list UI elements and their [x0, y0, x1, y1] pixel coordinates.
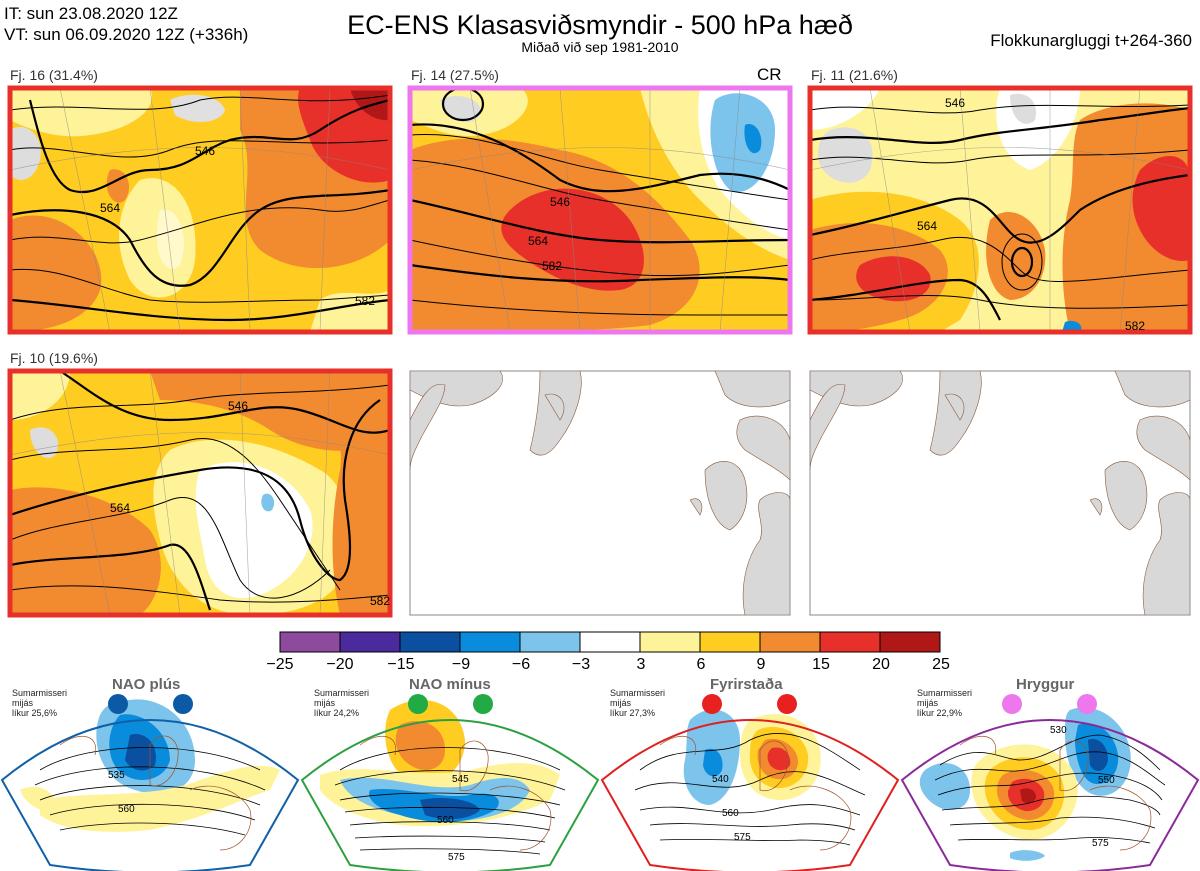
panel-4-label: Fj. 10 (19.6%)	[10, 350, 98, 366]
cluster-frame-16	[7, 85, 393, 335]
regime-marker	[1002, 694, 1022, 714]
empty-map-5	[409, 370, 791, 616]
regime-title: Fyrirstaða	[710, 676, 783, 693]
contour-label: 564	[917, 219, 937, 233]
regime-marker	[777, 694, 797, 714]
colorbar-swatch	[279, 631, 341, 653]
empty-map-6	[809, 370, 1191, 616]
regime-marker	[408, 694, 428, 714]
regime-contour-label: 560	[437, 815, 454, 826]
regime-contour-label: 545	[452, 774, 469, 785]
regime-contour-label: 540	[712, 774, 729, 785]
regime-contour-label: 575	[448, 852, 465, 863]
cluster-map-16: 546 564 582	[7, 85, 393, 335]
regime-contour-label: 530	[1050, 725, 1067, 736]
regime-title: Hryggur	[1016, 676, 1075, 693]
regime-map-nao-minus: 545 560 575	[300, 694, 600, 871]
cluster-map-11: 546 564 582	[807, 85, 1193, 335]
regime-note: Sumarmisseri mijás líkur 25,6%	[12, 688, 68, 718]
regime-marker	[473, 694, 493, 714]
regime-note: Sumarmisseri mijás líkur 24,2%	[314, 688, 370, 718]
colorbar-swatch	[519, 631, 581, 653]
contour-label: 564	[528, 234, 548, 248]
colorbar-swatch	[459, 631, 521, 653]
regime-frame	[0, 719, 300, 871]
regime-marker	[173, 694, 193, 714]
it-line: IT: sun 23.08.2020 12Z	[4, 4, 178, 23]
classification-window: Flokkunargluggi t+264-360	[990, 31, 1192, 50]
panel-2-tag: CR	[757, 65, 782, 84]
colorbar-tick: 9	[756, 656, 766, 673]
regime-contour-label: 550	[1098, 775, 1115, 786]
colorbar-swatch	[579, 631, 641, 653]
colorbar-tick: −6	[511, 656, 531, 673]
colorbar-tick: 3	[636, 656, 646, 673]
cluster-frame-14	[407, 85, 793, 335]
regime-title: NAO plús	[112, 676, 181, 693]
regime-marker	[1077, 694, 1097, 714]
contour-label: 546	[945, 96, 965, 110]
colorbar-tick: −15	[387, 656, 415, 673]
anomaly-colorbar	[279, 631, 941, 653]
regime-contour-label: 560	[722, 808, 739, 819]
regime-marker	[108, 694, 128, 714]
regime-contour-label: 560	[118, 804, 135, 815]
colorbar-swatch	[759, 631, 821, 653]
regime-contour-label: 575	[1092, 838, 1109, 849]
colorbar-swatch	[699, 631, 761, 653]
regime-contour-label: 575	[734, 832, 751, 843]
colorbar-swatch	[339, 631, 401, 653]
colorbar-tick: 6	[696, 656, 706, 673]
panel-2-label: Fj. 14 (27.5%)	[411, 67, 499, 83]
regime-note: Sumarmisseri mijás líkur 22,9%	[917, 688, 973, 718]
regime-frame	[600, 719, 900, 871]
colorbar-tick: 25	[932, 656, 950, 673]
contour-label: 564	[100, 201, 120, 215]
colorbar-tick: 15	[812, 656, 830, 673]
panel-1-label: Fj. 16 (31.4%)	[10, 67, 98, 83]
contour-label: 582	[542, 259, 562, 273]
regime-map-blocking: 540 560 575	[600, 694, 900, 871]
contour-label: 564	[110, 501, 130, 515]
contour-label: 546	[228, 399, 248, 413]
regime-note: Sumarmisseri mijás líkur 27,3%	[610, 688, 666, 718]
regime-contour-label: 535	[108, 770, 125, 781]
regime-marker	[702, 694, 722, 714]
vt-line: VT: sun 06.09.2020 12Z (+336h)	[4, 25, 249, 44]
page-subtitle: Miðað við sep 1981-2010	[521, 39, 679, 55]
colorbar-tick: −25	[266, 656, 294, 673]
regime-frame	[300, 719, 600, 871]
regime-map-nao-plus: 535 560	[0, 694, 300, 871]
cluster-frame-10	[7, 368, 393, 618]
cluster-map-10: 546 564 582	[7, 368, 393, 618]
regime-map-ridge: 530 550 575	[900, 694, 1200, 871]
colorbar-swatch	[879, 631, 941, 653]
contour-label: 546	[195, 144, 215, 158]
panel-3-label: Fj. 11 (21.6%)	[811, 67, 898, 83]
contour-label: 582	[370, 594, 390, 608]
colorbar-tick: 20	[872, 656, 890, 673]
cluster-frame-11	[807, 85, 1193, 335]
regime-frame	[900, 719, 1200, 871]
colorbar-tick: −20	[326, 656, 354, 673]
colorbar-tick: −3	[571, 656, 591, 673]
colorbar-swatch	[639, 631, 701, 653]
contour-label: 582	[355, 294, 375, 308]
contour-label: 582	[1125, 319, 1145, 333]
contour-label: 546	[550, 195, 570, 209]
cluster-map-14: 546 564 582	[407, 85, 793, 335]
regime-title: NAO mínus	[409, 676, 491, 693]
header-info: IT: sun 23.08.2020 12Z VT: sun 06.09.202…	[4, 3, 248, 45]
colorbar-tick: −9	[451, 656, 471, 673]
colorbar-swatch	[399, 631, 461, 653]
colorbar-swatch	[819, 631, 881, 653]
page-title: EC-ENS Klasasviðsmyndir - 500 hPa hæð	[347, 10, 853, 40]
